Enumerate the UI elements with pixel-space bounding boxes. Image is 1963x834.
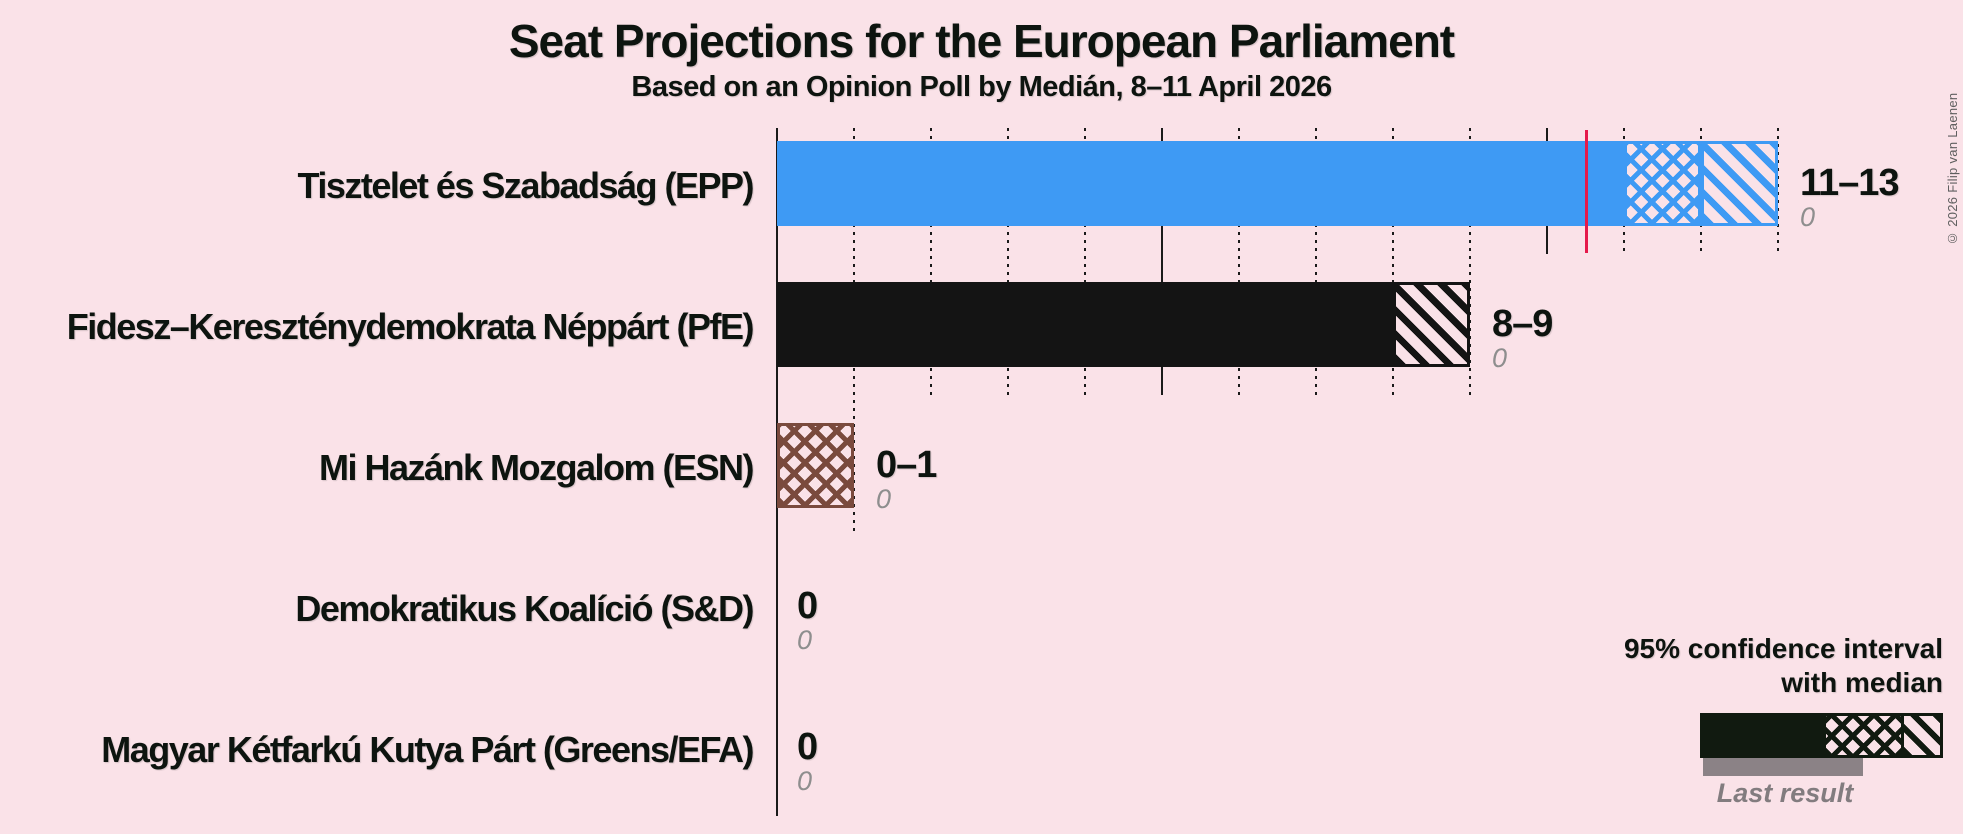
gridline — [1238, 128, 1240, 395]
legend-last-result-bar — [1703, 758, 1863, 776]
gridline — [1777, 128, 1779, 254]
last-result-value: 0 — [876, 484, 892, 514]
party-label: Tisztelet és Szabadság (EPP) — [297, 164, 754, 206]
legend-solid-segment — [1703, 716, 1823, 755]
seats-range-label: 0 — [797, 726, 818, 768]
legend-title: 95% confidence interval with median — [1443, 632, 1943, 700]
bar-diagonal-segment — [1701, 141, 1778, 226]
last-result-value: 0 — [797, 766, 813, 796]
seats-range-label: 11–13 — [1800, 162, 1900, 204]
copyright-notice: © 2026 Filip van Laenen — [1945, 92, 1960, 246]
gridline — [1084, 128, 1086, 395]
last-result-value: 0 — [1492, 343, 1508, 373]
majority-line — [1585, 130, 1588, 253]
party-label: Fidesz–Kereszténydemokrata Néppárt (PfE) — [66, 305, 755, 347]
bar-solid-segment — [777, 282, 1393, 367]
last-result-value: 0 — [1800, 202, 1816, 232]
gridline — [1315, 128, 1317, 395]
gridline — [1007, 128, 1009, 395]
legend-sample-bar — [1700, 713, 1943, 758]
seats-range-label: 8–9 — [1492, 303, 1553, 345]
party-label: Demokratikus Koalíció (S&D) — [295, 587, 754, 629]
party-label: Magyar Kétfarkú Kutya Párt (Greens/EFA) — [101, 728, 754, 770]
bar-crosshatch-segment — [777, 423, 854, 508]
gridline — [930, 128, 932, 395]
seats-range-label: 0 — [797, 585, 818, 627]
legend-line-2: with median — [1781, 667, 1943, 698]
bar-solid-segment — [777, 141, 1624, 226]
legend-diagonal-segment — [1901, 716, 1940, 755]
seats-range-label: 0–1 — [876, 444, 937, 486]
chart-title: Seat Projections for the European Parlia… — [508, 15, 1455, 67]
legend-crosshatch-segment — [1823, 716, 1901, 755]
gridline — [1392, 128, 1394, 395]
legend-last-result-caption: Last result — [1716, 778, 1854, 808]
bar-crosshatch-segment — [1624, 141, 1701, 226]
party-label: Mi Hazánk Mozgalom (ESN) — [318, 446, 755, 488]
gridline — [1469, 128, 1471, 395]
gridline — [1161, 128, 1163, 395]
legend-line-1: 95% confidence interval — [1623, 633, 1943, 664]
bar-diagonal-segment — [1393, 282, 1470, 367]
last-result-value: 0 — [797, 625, 813, 655]
chart-subtitle: Based on an Opinion Poll by Medián, 8–11… — [631, 71, 1332, 103]
